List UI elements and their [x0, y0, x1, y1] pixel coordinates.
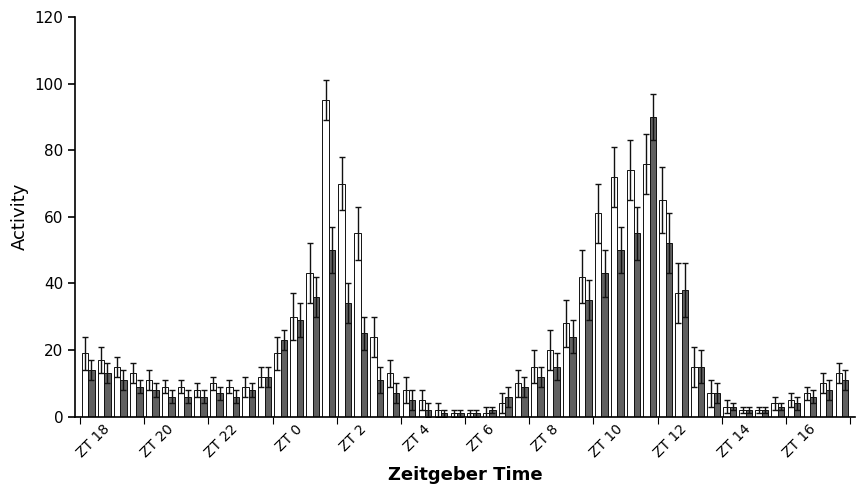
Bar: [194, 390, 200, 416]
Bar: [826, 390, 832, 416]
Bar: [371, 337, 377, 416]
Bar: [152, 390, 158, 416]
Bar: [130, 373, 136, 416]
Bar: [307, 273, 313, 416]
Bar: [772, 403, 778, 416]
Bar: [489, 410, 495, 416]
Bar: [505, 396, 512, 416]
X-axis label: Zeitgeber Time: Zeitgeber Time: [388, 466, 542, 484]
Bar: [810, 396, 817, 416]
Bar: [162, 387, 168, 416]
Bar: [482, 413, 489, 416]
Bar: [233, 396, 239, 416]
Bar: [216, 393, 223, 416]
Bar: [708, 393, 714, 416]
Bar: [691, 367, 698, 416]
Y-axis label: Activity: Activity: [11, 183, 29, 250]
Bar: [200, 396, 207, 416]
Bar: [242, 387, 249, 416]
Bar: [746, 410, 753, 416]
Bar: [755, 410, 762, 416]
Bar: [265, 377, 271, 416]
Bar: [730, 406, 736, 416]
Bar: [467, 413, 473, 416]
Bar: [611, 177, 617, 416]
Bar: [778, 406, 785, 416]
Bar: [682, 290, 688, 416]
Bar: [146, 380, 152, 416]
Bar: [569, 337, 576, 416]
Bar: [361, 333, 367, 416]
Bar: [675, 294, 682, 416]
Bar: [313, 297, 320, 416]
Bar: [168, 396, 175, 416]
Bar: [563, 323, 569, 416]
Bar: [762, 410, 768, 416]
Bar: [836, 373, 842, 416]
Bar: [425, 410, 431, 416]
Bar: [666, 244, 672, 416]
Bar: [403, 390, 409, 416]
Bar: [659, 200, 666, 416]
Bar: [595, 213, 602, 416]
Bar: [617, 250, 624, 416]
Bar: [499, 403, 505, 416]
Bar: [249, 390, 255, 416]
Bar: [226, 387, 233, 416]
Bar: [258, 377, 265, 416]
Bar: [290, 317, 297, 416]
Bar: [547, 350, 553, 416]
Bar: [627, 170, 634, 416]
Bar: [650, 117, 656, 416]
Bar: [740, 410, 746, 416]
Bar: [714, 393, 721, 416]
Bar: [113, 367, 120, 416]
Bar: [537, 377, 544, 416]
Bar: [81, 353, 88, 416]
Bar: [386, 373, 393, 416]
Bar: [441, 413, 448, 416]
Bar: [794, 403, 800, 416]
Bar: [104, 373, 111, 416]
Bar: [98, 360, 104, 416]
Bar: [457, 413, 463, 416]
Bar: [136, 387, 143, 416]
Bar: [297, 320, 303, 416]
Bar: [553, 367, 559, 416]
Bar: [804, 393, 810, 416]
Bar: [393, 393, 399, 416]
Bar: [178, 387, 184, 416]
Bar: [418, 400, 425, 416]
Bar: [579, 277, 585, 416]
Bar: [698, 367, 704, 416]
Bar: [819, 383, 826, 416]
Bar: [450, 413, 457, 416]
Bar: [88, 370, 94, 416]
Bar: [281, 340, 287, 416]
Bar: [585, 300, 591, 416]
Bar: [409, 400, 416, 416]
Bar: [531, 367, 537, 416]
Bar: [329, 250, 335, 416]
Bar: [602, 273, 608, 416]
Bar: [842, 380, 849, 416]
Bar: [521, 387, 527, 416]
Bar: [435, 410, 441, 416]
Bar: [723, 406, 730, 416]
Bar: [345, 303, 352, 416]
Bar: [275, 353, 281, 416]
Bar: [354, 234, 361, 416]
Bar: [643, 163, 650, 416]
Bar: [634, 234, 640, 416]
Bar: [120, 380, 126, 416]
Bar: [339, 184, 345, 416]
Bar: [377, 380, 384, 416]
Bar: [184, 396, 191, 416]
Bar: [515, 383, 521, 416]
Bar: [787, 400, 794, 416]
Bar: [473, 413, 480, 416]
Bar: [210, 383, 216, 416]
Bar: [322, 100, 329, 416]
